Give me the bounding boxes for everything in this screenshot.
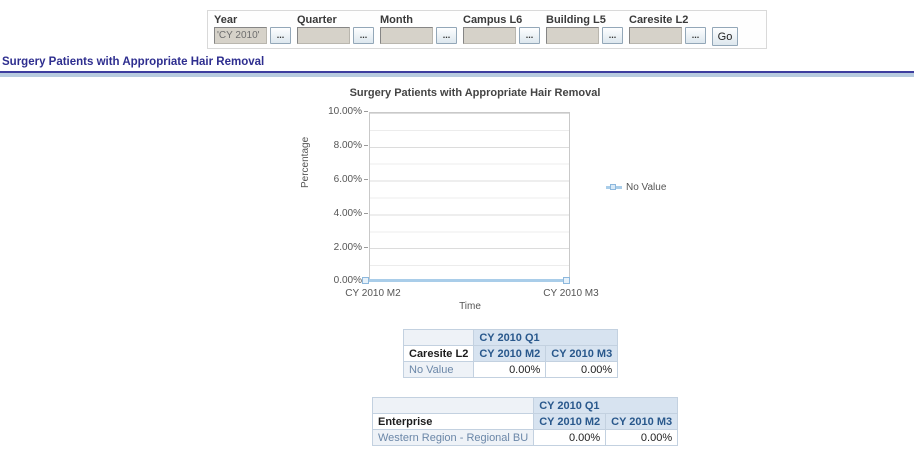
campus-l6-input[interactable] bbox=[463, 27, 516, 44]
corner-cell bbox=[402, 329, 475, 346]
series-line-no-value bbox=[366, 279, 570, 282]
filter-bar: Year ... Quarter ... Month ... Campus L6… bbox=[207, 10, 767, 49]
quarter-input[interactable] bbox=[297, 27, 350, 44]
data-point-m3-marker[interactable] bbox=[563, 277, 570, 284]
enterprise-pivot-table: CY 2010 Q1 Enterprise CY 2010 M2 CY 2010… bbox=[371, 397, 679, 446]
y-tick-4: 4.00% bbox=[318, 208, 368, 219]
quarter-picker-button[interactable]: ... bbox=[353, 27, 374, 44]
filter-field-building-l5: Building L5 ... bbox=[546, 14, 625, 44]
chart-legend: No Value bbox=[606, 182, 666, 193]
legend-line-marker-icon bbox=[606, 184, 622, 191]
table-row: CY 2010 Q1 bbox=[371, 397, 679, 414]
value-cell-m3: 0.00% bbox=[605, 429, 679, 446]
section-divider bbox=[0, 71, 914, 77]
y-axis-label: Percentage bbox=[300, 136, 311, 188]
row-label-no-value[interactable]: No Value bbox=[402, 361, 475, 378]
caresite-l2-picker-button[interactable]: ... bbox=[685, 27, 706, 44]
corner-cell bbox=[371, 397, 535, 414]
filter-label-caresite-l2: Caresite L2 bbox=[629, 14, 689, 26]
table-row: Caresite L2 CY 2010 M2 CY 2010 M3 bbox=[402, 345, 619, 362]
caresite-l2-input[interactable] bbox=[629, 27, 682, 44]
year-picker-button[interactable]: ... bbox=[270, 27, 291, 44]
filter-label-quarter: Quarter bbox=[297, 14, 337, 26]
y-tick-10: 10.00% bbox=[318, 106, 368, 117]
campus-l6-picker-button[interactable]: ... bbox=[519, 27, 540, 44]
y-tick-8: 8.00% bbox=[318, 140, 368, 151]
chart-plot-area bbox=[369, 112, 570, 281]
chart-title: Surgery Patients with Appropriate Hair R… bbox=[349, 87, 601, 99]
value-cell-m3: 0.00% bbox=[545, 361, 619, 378]
month-input[interactable] bbox=[380, 27, 433, 44]
filter-field-quarter: Quarter ... bbox=[297, 14, 376, 44]
caresite-pivot-table: CY 2010 Q1 Caresite L2 CY 2010 M2 CY 201… bbox=[402, 329, 619, 378]
x-axis-label: Time bbox=[459, 301, 481, 312]
month-picker-button[interactable]: ... bbox=[436, 27, 457, 44]
filter-field-caresite-l2: Caresite L2 ... bbox=[629, 14, 708, 44]
filter-label-year: Year bbox=[214, 14, 238, 26]
y-tick-6: 6.00% bbox=[318, 174, 368, 185]
filter-label-month: Month bbox=[380, 14, 413, 26]
value-cell-m2: 0.00% bbox=[473, 361, 547, 378]
column-header-m2: CY 2010 M2 bbox=[533, 413, 607, 430]
year-input[interactable] bbox=[214, 27, 267, 44]
filter-field-month: Month ... bbox=[380, 14, 459, 44]
table-row: Western Region - Regional BU 0.00% 0.00% bbox=[371, 429, 679, 446]
column-header-m3: CY 2010 M3 bbox=[545, 345, 619, 362]
x-tick-m2: CY 2010 M2 bbox=[345, 288, 401, 299]
filter-field-year: Year ... bbox=[214, 14, 293, 44]
building-l5-picker-button[interactable]: ... bbox=[602, 27, 623, 44]
column-header-m3: CY 2010 M3 bbox=[605, 413, 679, 430]
row-label-western-region[interactable]: Western Region - Regional BU bbox=[371, 429, 535, 446]
value-cell-m2: 0.00% bbox=[533, 429, 607, 446]
table-row: No Value 0.00% 0.00% bbox=[402, 361, 619, 378]
filter-label-campus-l6: Campus L6 bbox=[463, 14, 523, 26]
go-button[interactable]: Go bbox=[712, 27, 738, 46]
row-dimension-header: Enterprise bbox=[371, 413, 535, 430]
quarter-header-cell: CY 2010 Q1 bbox=[473, 329, 619, 346]
filter-label-building-l5: Building L5 bbox=[546, 14, 606, 26]
row-dimension-header: Caresite L2 bbox=[402, 345, 475, 362]
filter-field-campus-l6: Campus L6 ... bbox=[463, 14, 542, 44]
table-row: CY 2010 Q1 bbox=[402, 329, 619, 346]
page-title: Surgery Patients with Appropriate Hair R… bbox=[2, 56, 265, 68]
table-row: Enterprise CY 2010 M2 CY 2010 M3 bbox=[371, 413, 679, 430]
legend-label-no-value: No Value bbox=[626, 182, 667, 193]
quarter-header-cell: CY 2010 Q1 bbox=[533, 397, 679, 414]
y-tick-0: 0.00% bbox=[318, 275, 368, 286]
data-point-m2-marker[interactable] bbox=[362, 277, 369, 284]
x-tick-m3: CY 2010 M3 bbox=[543, 288, 599, 299]
column-header-m2: CY 2010 M2 bbox=[473, 345, 547, 362]
y-tick-2: 2.00% bbox=[318, 242, 368, 253]
building-l5-input[interactable] bbox=[546, 27, 599, 44]
